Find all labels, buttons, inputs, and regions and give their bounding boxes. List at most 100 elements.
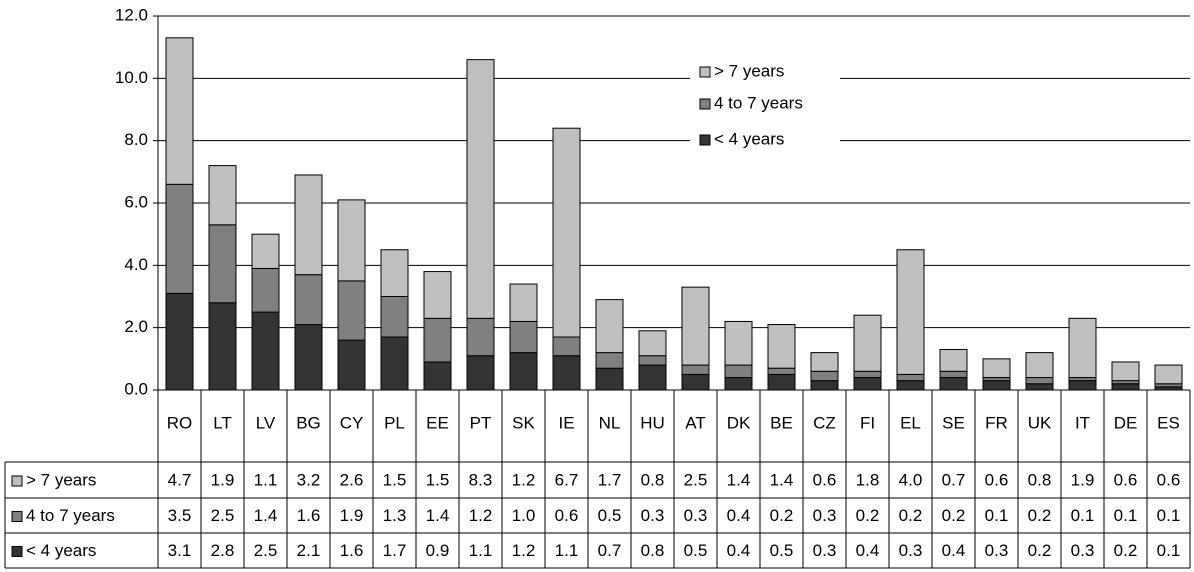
table-value: 0.5 <box>770 541 794 560</box>
table-row-label: < 4 years <box>26 541 96 560</box>
bar-segment <box>982 358 1011 379</box>
category-label: PL <box>384 413 405 432</box>
table-value: 0.8 <box>1028 470 1052 489</box>
category-label: EE <box>426 413 449 432</box>
bar-segment <box>294 274 323 326</box>
legend-swatch <box>699 98 711 110</box>
table-value: 0.6 <box>1157 470 1181 489</box>
category-label: AT <box>685 413 705 432</box>
bar-segment <box>767 373 796 391</box>
table-value: 2.5 <box>211 506 235 525</box>
category-label: CZ <box>813 413 836 432</box>
bar-segment <box>810 380 839 391</box>
bar-segment <box>724 320 753 366</box>
bar-segment <box>509 320 538 354</box>
bar-segment <box>1068 317 1097 379</box>
table-value: 0.6 <box>1114 470 1138 489</box>
y-tick-label: 2.0 <box>124 317 148 336</box>
category-label: FI <box>860 413 875 432</box>
bar-segment <box>1111 361 1140 382</box>
table-value: 0.4 <box>942 541 966 560</box>
table-value: 1.7 <box>383 541 407 560</box>
y-tick-label: 0.0 <box>124 379 148 398</box>
bar-segment <box>638 364 667 391</box>
bar-segment <box>552 127 581 338</box>
bar-segment <box>380 336 409 391</box>
table-value: 0.6 <box>985 470 1009 489</box>
table-value: 1.2 <box>469 506 493 525</box>
bar-segment <box>251 267 280 313</box>
table-value: 1.3 <box>383 506 407 525</box>
table-value: 2.8 <box>211 541 235 560</box>
y-tick-label: 8.0 <box>124 130 148 149</box>
category-label: EL <box>900 413 921 432</box>
table-value: 0.1 <box>1157 541 1181 560</box>
table-value: 1.6 <box>340 541 364 560</box>
table-value: 0.3 <box>985 541 1009 560</box>
category-label: CY <box>340 413 364 432</box>
table-value: 0.3 <box>1071 541 1095 560</box>
table-legend-swatch <box>11 475 23 487</box>
bar-segment <box>939 348 968 372</box>
table-value: 0.2 <box>856 506 880 525</box>
bar-segment <box>509 352 538 391</box>
bar-segment <box>1154 364 1183 385</box>
category-label: DE <box>1114 413 1138 432</box>
bar-segment <box>165 37 194 185</box>
table-value: 3.2 <box>297 470 321 489</box>
table-value: 0.2 <box>899 506 923 525</box>
bar-segment <box>380 296 409 338</box>
bar-segment <box>982 380 1011 391</box>
table-value: 3.5 <box>168 506 192 525</box>
bar-segment <box>595 352 624 369</box>
category-label: IT <box>1075 413 1090 432</box>
table-value: 0.5 <box>684 541 708 560</box>
table-value: 1.5 <box>426 470 450 489</box>
bar-segment <box>853 370 882 379</box>
category-label: ES <box>1157 413 1180 432</box>
table-value: 1.4 <box>426 506 450 525</box>
bar-segment <box>939 377 968 391</box>
y-tick-label: 12.0 <box>115 5 148 24</box>
category-label: BE <box>770 413 793 432</box>
legend-swatch <box>699 66 711 78</box>
bar-segment <box>552 355 581 391</box>
y-tick-label: 10.0 <box>115 68 148 87</box>
table-value: 1.6 <box>297 506 321 525</box>
bar-segment <box>294 324 323 391</box>
table-value: 0.6 <box>813 470 837 489</box>
bar-segment <box>810 370 839 382</box>
bar-segment <box>165 183 194 294</box>
table-value: 0.7 <box>942 470 966 489</box>
table-value: 0.2 <box>770 506 794 525</box>
table-value: 0.1 <box>1071 506 1095 525</box>
bar-segment <box>595 299 624 354</box>
category-label: UK <box>1028 413 1052 432</box>
bar-segment <box>380 249 409 297</box>
table-value: 0.4 <box>856 541 880 560</box>
bar-segment <box>767 324 796 369</box>
table-value: 0.5 <box>598 506 622 525</box>
bar-segment <box>853 314 882 372</box>
table-value: 8.3 <box>469 470 493 489</box>
table-value: 0.3 <box>899 541 923 560</box>
table-value: 0.8 <box>641 541 665 560</box>
table-value: 1.4 <box>254 506 278 525</box>
legend-label: > 7 years <box>714 61 784 80</box>
table-row-label: > 7 years <box>26 470 96 489</box>
table-value: 1.9 <box>1071 470 1095 489</box>
legend-label: 4 to 7 years <box>714 93 803 112</box>
bar-segment <box>724 364 753 379</box>
table-value: 3.1 <box>168 541 192 560</box>
table-value: 4.7 <box>168 470 192 489</box>
bar-segment <box>509 283 538 322</box>
bar-segment <box>423 317 452 363</box>
table-legend-swatch <box>11 546 23 557</box>
table-value: 1.1 <box>254 470 278 489</box>
table-value: 0.4 <box>727 541 751 560</box>
table-value: 1.9 <box>340 506 364 525</box>
table-value: 0.1 <box>1114 506 1138 525</box>
bar-segment <box>251 233 280 269</box>
bar-segment <box>767 367 796 375</box>
